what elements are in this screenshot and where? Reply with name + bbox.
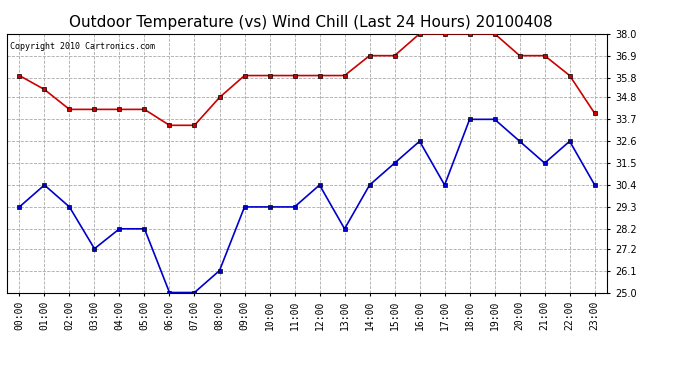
Text: Outdoor Temperature (vs) Wind Chill (Last 24 Hours) 20100408: Outdoor Temperature (vs) Wind Chill (Las… bbox=[69, 15, 552, 30]
Text: Copyright 2010 Cartronics.com: Copyright 2010 Cartronics.com bbox=[10, 42, 155, 51]
